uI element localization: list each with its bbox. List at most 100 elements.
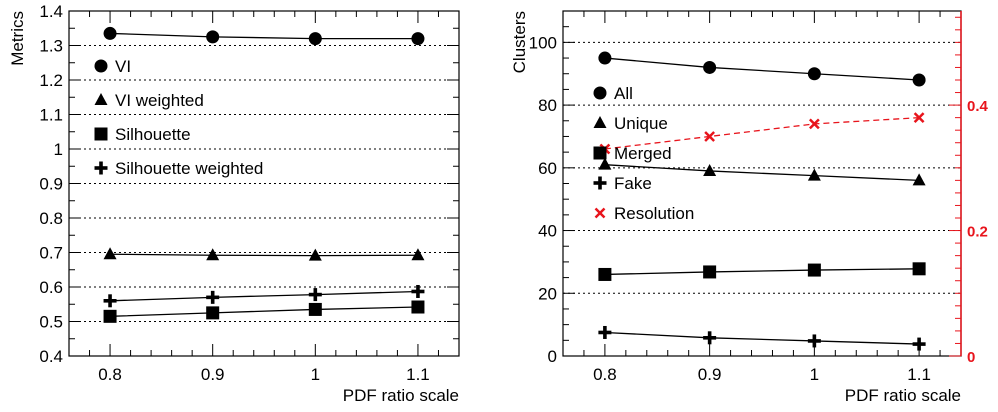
chart1-point-all: [703, 60, 717, 74]
chart1-point-merged-shape: [912, 262, 926, 276]
chart1-legend-marker: [593, 116, 607, 128]
chart1-point-all: [912, 73, 926, 87]
chart1-series-line-fake: [604, 331, 920, 345]
chart0-xtick-label: 0.8: [98, 365, 122, 384]
chart1-ytick-label: 20: [538, 284, 557, 303]
chart0-xtick-label: 1.1: [406, 365, 430, 384]
chart0-ytick-label: 1.1: [39, 106, 63, 125]
chart0-point-vi-weighted: [308, 248, 322, 261]
chart0-ytick-label: 0.9: [39, 175, 63, 194]
chart1-x-axis-label: PDF ratio scale: [845, 386, 961, 405]
chart1-point-fake: [912, 337, 926, 351]
chart0-legend-marker: [94, 127, 108, 141]
chart1-point-fake-v: [603, 325, 607, 339]
chart1-legend-marker: [593, 176, 607, 190]
chart0-legend-marker-shape: [94, 59, 108, 73]
chart1-point-unique: [912, 173, 926, 186]
chart0-point-vi-weighted-shape: [206, 248, 220, 261]
chart0-point-vi: [206, 30, 220, 44]
chart1-point-merged-shape: [703, 265, 717, 279]
chart1-point-all: [807, 67, 821, 81]
chart0-legend-marker-v: [99, 161, 103, 175]
chart1-series-line-all: [604, 57, 920, 81]
chart1-point-all-shape: [598, 51, 612, 65]
chart0-point-silhouette: [103, 309, 117, 323]
chart1-point-resolution: [704, 131, 716, 142]
chart0-series-line-vi: [110, 32, 418, 40]
chart0-point-silhouette-shape: [308, 302, 322, 316]
chart1-series-line-unique: [604, 164, 920, 182]
chart1-point-unique-shape: [807, 168, 821, 181]
chart0-series-line-vi-weighted: [110, 253, 418, 257]
chart1-point-resolution-b: [913, 112, 925, 124]
chart1-point-unique: [703, 163, 717, 176]
chart1-y2tick-label: 0.2: [967, 224, 988, 241]
chart0-ytick-label: 0.4: [39, 347, 63, 366]
chart1-point-fake: [598, 325, 612, 339]
chart0-legend-marker: [94, 59, 108, 73]
chart1-legend-marker-b: [594, 207, 606, 219]
chart0-point-vi-weighted: [411, 248, 425, 261]
chart1-ytick-label: 100: [529, 33, 557, 52]
chart1-point-unique-shape: [703, 163, 717, 176]
chart0-point-vi-weighted-shape: [308, 248, 322, 261]
chart1-legend-marker-shape: [593, 116, 607, 128]
chart0-point-silhouette-weighted: [206, 290, 220, 304]
chart1-point-all-shape: [912, 73, 926, 87]
chart1-xtick-label: 1: [810, 365, 819, 384]
chart1-ytick-label: 0: [548, 347, 557, 366]
chart1-legend-marker-shape: [593, 146, 607, 160]
chart0-point-silhouette-weighted: [411, 284, 425, 298]
chart1-xtick-label: 1.1: [907, 365, 931, 384]
chart1-y-axis-label: Clusters: [510, 11, 529, 73]
chart1-ytick-label: 40: [538, 222, 557, 241]
chart0-legend-marker: [94, 161, 108, 175]
chart1-xtick-label: 0.9: [698, 365, 722, 384]
chart0-ytick-label: 1.2: [39, 71, 63, 90]
chart1-point-merged: [703, 265, 717, 279]
chart0-point-vi-shape: [411, 32, 425, 46]
chart1-point-unique: [807, 168, 821, 181]
chart0-xtick-label: 0.9: [201, 365, 225, 384]
chart1-xtick-label: 0.8: [593, 365, 617, 384]
chart0-x-axis-label: PDF ratio scale: [343, 386, 459, 405]
chart1-y2tick-label: 0.4: [967, 98, 989, 115]
chart1-point-merged: [807, 263, 821, 277]
chart0-legend-marker: [94, 93, 108, 105]
chart0-ytick-label: 1: [54, 140, 63, 159]
chart1-legend-label: Resolution: [614, 204, 694, 223]
chart1-point-unique-shape: [598, 157, 612, 170]
chart0-point-silhouette: [308, 302, 322, 316]
chart0-point-silhouette-weighted-v: [210, 290, 215, 304]
chart1-point-all-shape: [807, 67, 821, 81]
chart0-series-line-silhouette: [110, 306, 418, 317]
chart1-point-all-shape: [703, 60, 717, 74]
chart0-series-line-silhouette-weighted: [110, 290, 418, 302]
chart0-point-vi-weighted-shape: [411, 248, 425, 261]
chart0-point-vi-weighted: [206, 248, 220, 261]
chart0-point-vi: [411, 32, 425, 46]
chart0-point-vi: [103, 26, 117, 40]
chart0-legend-label: Silhouette weighted: [115, 159, 263, 178]
chart0-ytick-label: 0.8: [39, 209, 63, 228]
chart1-point-fake-v: [917, 337, 921, 351]
chart0-point-silhouette-shape: [103, 309, 117, 323]
chart1-ytick-label: 60: [538, 159, 557, 178]
chart0-point-vi-weighted: [103, 247, 117, 260]
chart1-y2tick-label: 0: [967, 349, 975, 366]
chart0-legend-marker-shape: [94, 93, 108, 105]
chart1-series-line-merged: [604, 268, 920, 276]
chart1-point-all: [598, 51, 612, 65]
chart0-point-vi: [308, 32, 322, 46]
chart0-point-silhouette-weighted-v: [108, 294, 112, 308]
chart1-point-fake: [807, 334, 821, 348]
chart0-legend-label: VI weighted: [115, 91, 204, 110]
chart0-point-vi-shape: [206, 30, 220, 44]
chart0-ytick-label: 0.6: [39, 278, 63, 297]
chart0-legend-marker-shape: [94, 127, 108, 141]
chart0-legend-label: Silhouette: [115, 125, 191, 144]
chart0-point-silhouette-weighted: [103, 294, 117, 308]
chart1-point-fake: [703, 331, 717, 345]
chart0-point-vi-shape: [103, 26, 117, 40]
